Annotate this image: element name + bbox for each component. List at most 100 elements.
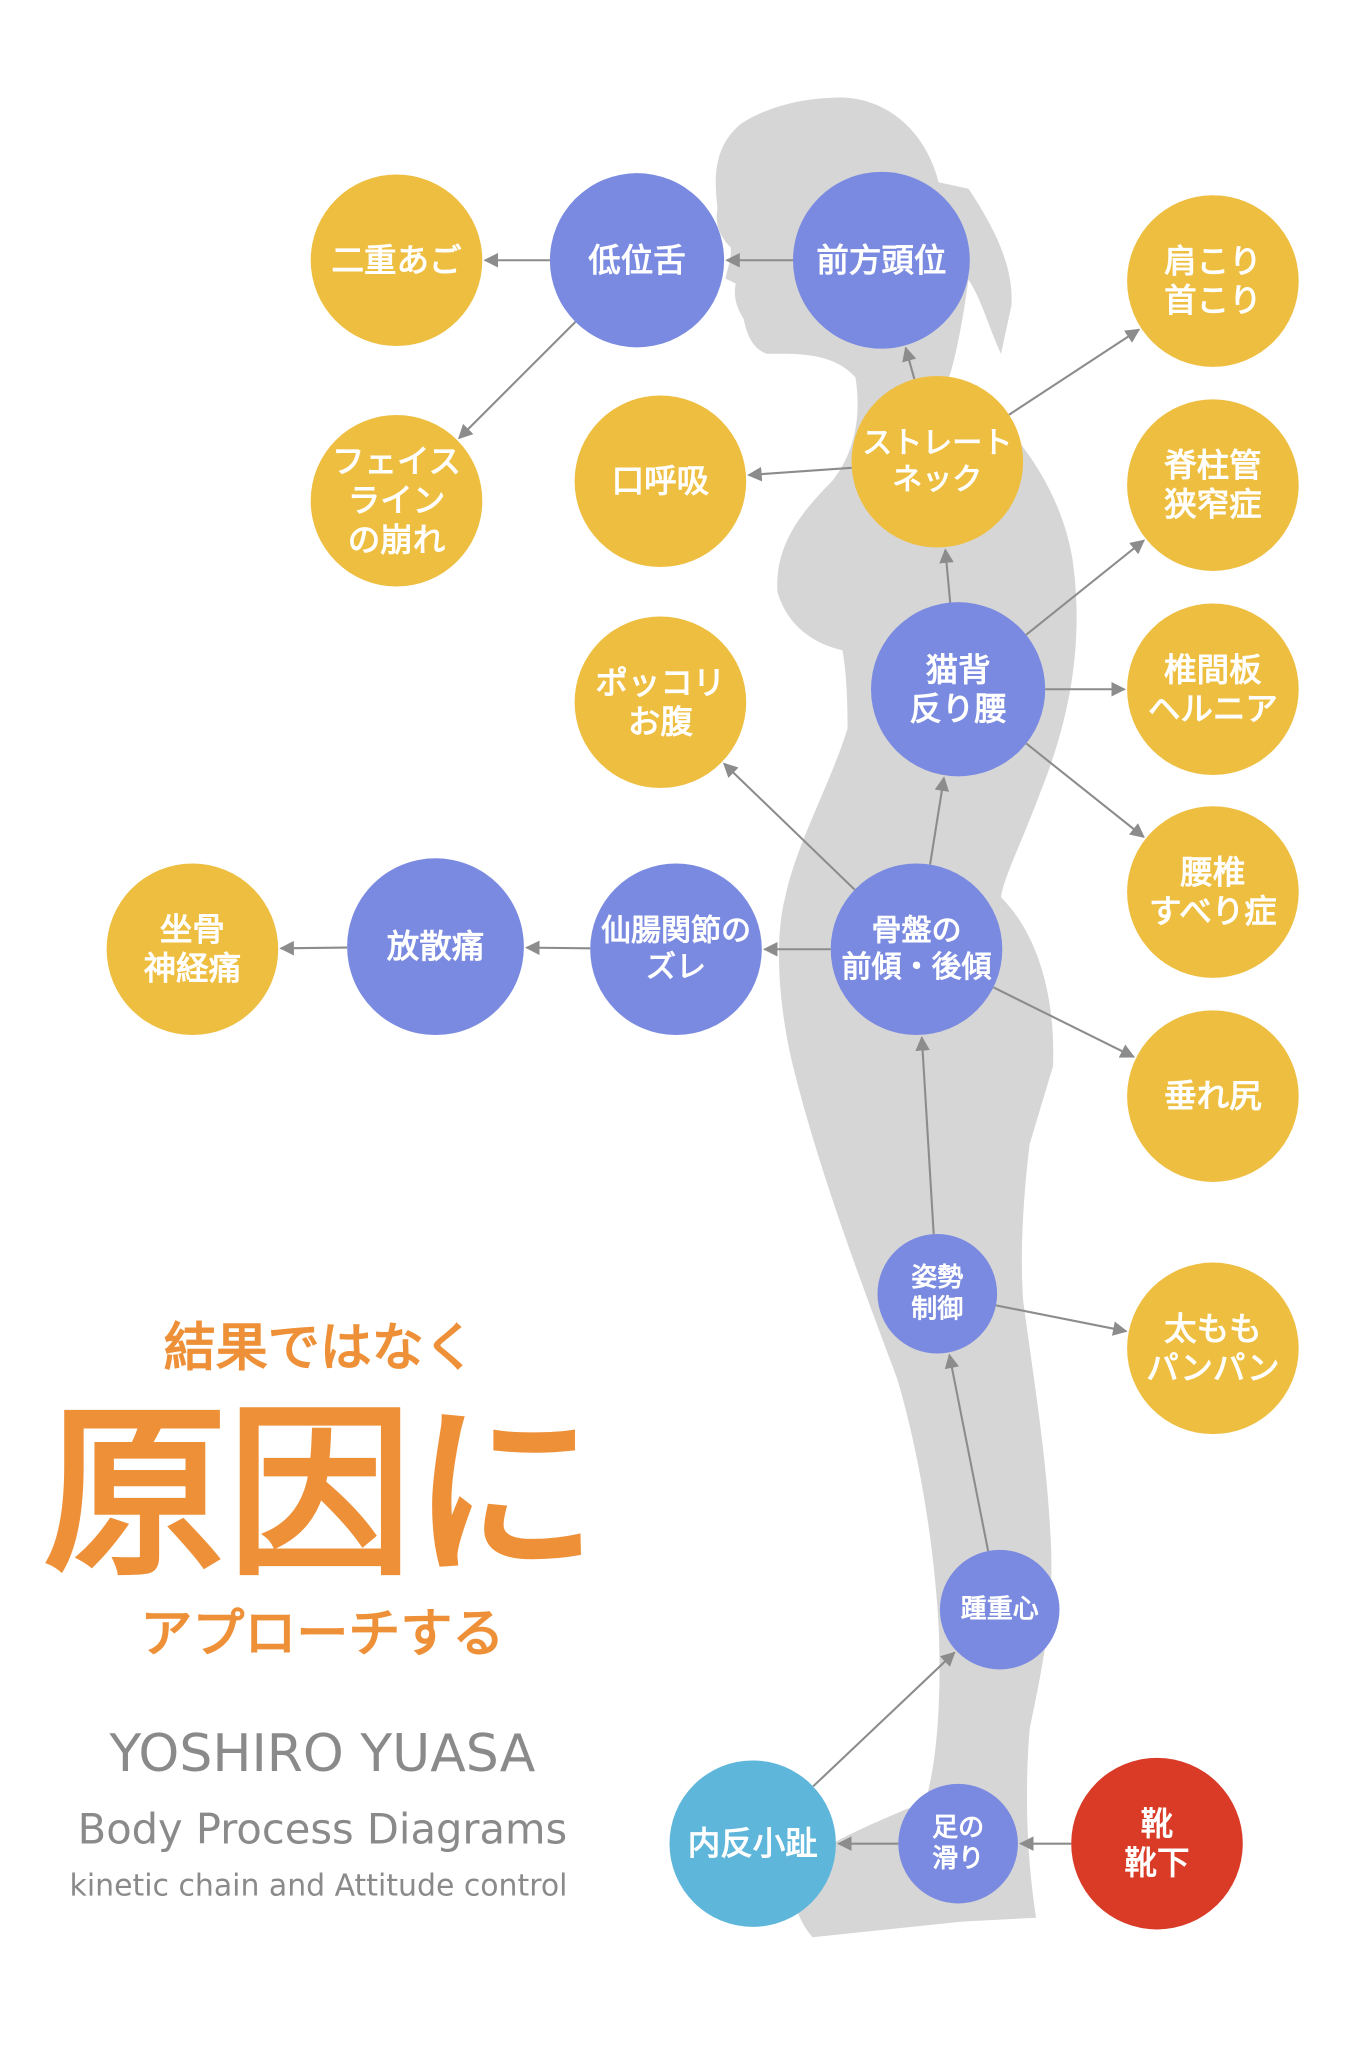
node-label: ズレ bbox=[646, 950, 706, 985]
node-sagging-hips: 垂れ尻 bbox=[1127, 1010, 1299, 1182]
arrow-low-tongue-to-faceline bbox=[457, 321, 577, 440]
arrow-bunionette-to-heel-weight bbox=[812, 1651, 956, 1788]
node-label: 姿勢 bbox=[911, 1263, 963, 1293]
node-label: 制御 bbox=[911, 1293, 963, 1324]
arrow-pelvis-to-belly bbox=[722, 762, 856, 891]
node-forward-head: 前方頭位 bbox=[793, 171, 970, 349]
node-circle bbox=[1127, 806, 1299, 978]
node-circle bbox=[939, 1549, 1060, 1670]
arrow-hunchback-to-spinal-stenosis bbox=[1025, 539, 1146, 636]
node-label: 仙腸関節の bbox=[601, 914, 751, 949]
node-label: 靴 bbox=[1141, 1805, 1174, 1843]
node-low-tongue: 低位舌 bbox=[549, 173, 725, 348]
node-circle bbox=[898, 1783, 1018, 1904]
node-circle bbox=[1127, 195, 1299, 367]
arrow-radiating-pain-to-sciatica bbox=[279, 940, 348, 956]
node-circle bbox=[590, 863, 762, 1036]
author-name: YOSHIRO YUASA bbox=[108, 1724, 535, 1784]
node-label: 首こり bbox=[1164, 282, 1262, 320]
node-circle bbox=[1127, 1262, 1299, 1435]
node-circle bbox=[1127, 1010, 1299, 1182]
arrow-straight-neck-to-mouth-breathing bbox=[747, 466, 852, 482]
node-circle bbox=[1071, 1757, 1243, 1930]
node-label: フェイス bbox=[332, 443, 461, 481]
node-label: 口呼吸 bbox=[612, 462, 710, 500]
node-label: 猫背 bbox=[926, 651, 991, 689]
node-bunionette: 内反小趾 bbox=[669, 1760, 836, 1927]
node-radiating-pain: 放散痛 bbox=[347, 858, 524, 1036]
node-circle bbox=[871, 602, 1046, 777]
node-circle bbox=[793, 171, 970, 349]
node-label: お腹 bbox=[628, 703, 694, 741]
arrow-straight-neck-to-forward-head bbox=[902, 346, 917, 380]
node-label: 反り腰 bbox=[909, 690, 1007, 728]
node-label: 前方頭位 bbox=[816, 241, 946, 279]
arrow-hunchback-to-straight-neck bbox=[939, 548, 954, 603]
node-label: 足の bbox=[932, 1813, 984, 1843]
diagram-subtitle: kinetic chain and Attitude control bbox=[70, 1869, 568, 1904]
arrow-layer bbox=[279, 252, 1146, 1851]
arrow-si-joint-to-radiating-pain bbox=[525, 940, 591, 956]
node-label: 二重あご bbox=[331, 241, 462, 279]
node-label: 内反小趾 bbox=[688, 1825, 818, 1863]
node-label: 神経痛 bbox=[144, 950, 242, 988]
node-label: ストレート bbox=[862, 426, 1012, 461]
node-circle bbox=[310, 414, 483, 587]
arrow-posture-control-to-pelvis bbox=[915, 1036, 935, 1235]
node-circle bbox=[851, 375, 1024, 548]
node-label: パンパン bbox=[1146, 1349, 1279, 1387]
arrow-heel-weight-to-posture-control bbox=[944, 1353, 990, 1552]
node-label: 低位舌 bbox=[587, 241, 686, 279]
headline-main: 原因に bbox=[43, 1387, 597, 1602]
node-circle bbox=[347, 858, 524, 1036]
node-label: 骨盤の bbox=[871, 914, 961, 949]
node-circle bbox=[574, 395, 747, 568]
node-circle bbox=[1127, 603, 1299, 776]
diagram-title: Body Process Diagrams bbox=[78, 1805, 567, 1854]
node-label: ライン bbox=[348, 482, 446, 520]
node-circle bbox=[574, 616, 747, 789]
node-circle bbox=[106, 863, 279, 1036]
node-circle bbox=[1127, 399, 1299, 571]
node-double-chin: 二重あご bbox=[310, 174, 483, 347]
node-label: 腰椎 bbox=[1180, 854, 1245, 892]
headline-line3: アプローチする bbox=[140, 1604, 504, 1664]
node-label: 坐骨 bbox=[160, 911, 225, 949]
node-label: 太もも bbox=[1164, 1310, 1262, 1348]
node-heel-weight: 踵重心 bbox=[939, 1549, 1060, 1670]
node-label: ポッコリ bbox=[595, 664, 725, 702]
node-label: ヘルニア bbox=[1148, 690, 1278, 728]
node-label: 前傾・後傾 bbox=[841, 950, 992, 985]
arrow-pelvis-to-sagging-hips bbox=[992, 986, 1135, 1058]
node-circle bbox=[549, 173, 725, 348]
node-label: すべり症 bbox=[1149, 893, 1277, 931]
node-label: 脊柱管 bbox=[1163, 447, 1262, 485]
node-label: 踵重心 bbox=[961, 1595, 1039, 1625]
node-label: 垂れ尻 bbox=[1164, 1077, 1262, 1115]
headline-line1: 結果ではなく bbox=[164, 1318, 476, 1378]
node-label: 滑り bbox=[932, 1844, 984, 1874]
node-label: 肩こり bbox=[1164, 243, 1262, 281]
node-shoes-socks: 靴靴下 bbox=[1071, 1757, 1243, 1930]
node-mouth-breathing: 口呼吸 bbox=[574, 395, 747, 568]
node-label: 靴下 bbox=[1124, 1844, 1189, 1882]
node-circle bbox=[669, 1760, 836, 1927]
node-circle bbox=[830, 863, 1003, 1036]
node-circle bbox=[877, 1233, 998, 1354]
node-circle bbox=[310, 174, 483, 347]
arrow-hunchback-to-spondylolisthesis bbox=[1025, 742, 1145, 838]
node-label: 放散痛 bbox=[387, 928, 485, 966]
